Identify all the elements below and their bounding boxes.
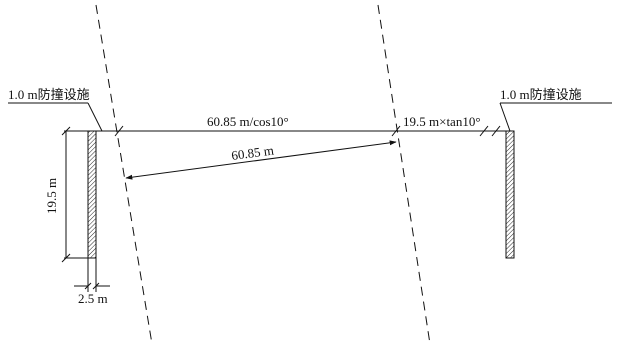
left-pier-centerline bbox=[95, 4, 153, 345]
normal-span-label: 60.85 m bbox=[230, 142, 274, 163]
tick-right-intersection bbox=[391, 125, 401, 137]
tick-offset-end bbox=[479, 125, 489, 137]
right-label-leader bbox=[499, 102, 511, 132]
right-barrier bbox=[505, 130, 515, 259]
width-tick-right bbox=[92, 282, 100, 290]
offset-label: 19.5 m×tan10° bbox=[403, 114, 481, 129]
tick-left-intersection bbox=[114, 125, 124, 137]
left-barrier-label: 1.0 m防撞设施 bbox=[8, 87, 90, 102]
right-barrier-label: 1.0 m防撞设施 bbox=[500, 87, 582, 102]
height-tick-bottom bbox=[61, 253, 71, 263]
left-label-leader bbox=[87, 102, 103, 132]
tick-barrier-right bbox=[491, 125, 501, 137]
width-label: 2.5 m bbox=[78, 291, 108, 306]
right-pier-centerline bbox=[377, 4, 431, 345]
width-tick-left bbox=[84, 282, 92, 290]
normal-span-arrow bbox=[125, 140, 397, 180]
height-tick-top bbox=[61, 126, 71, 136]
height-label: 19.5 m bbox=[44, 178, 59, 214]
left-barrier bbox=[87, 130, 97, 259]
oblique-span-label: 60.85 m/cos10° bbox=[207, 114, 289, 129]
